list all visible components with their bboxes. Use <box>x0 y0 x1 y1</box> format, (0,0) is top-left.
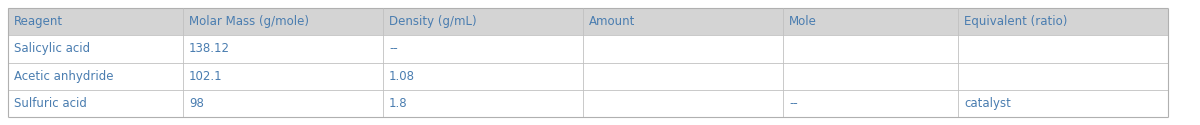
Text: 1.8: 1.8 <box>389 97 408 110</box>
Text: --: -- <box>389 42 397 55</box>
Text: Mole: Mole <box>790 15 817 28</box>
Text: 1.08: 1.08 <box>389 70 415 83</box>
Text: Sulfuric acid: Sulfuric acid <box>14 97 86 110</box>
Text: --: -- <box>790 97 798 110</box>
Text: Density (g/mL): Density (g/mL) <box>389 15 476 28</box>
Text: catalyst: catalyst <box>964 97 1010 110</box>
Text: Equivalent (ratio): Equivalent (ratio) <box>964 15 1067 28</box>
Text: Amount: Amount <box>589 15 635 28</box>
Text: 102.1: 102.1 <box>190 70 223 83</box>
Bar <box>8 35 1168 62</box>
Text: Molar Mass (g/mole): Molar Mass (g/mole) <box>190 15 310 28</box>
Text: 98: 98 <box>190 97 204 110</box>
Text: Reagent: Reagent <box>14 15 64 28</box>
Text: Acetic anhydride: Acetic anhydride <box>14 70 114 83</box>
Text: 138.12: 138.12 <box>190 42 230 55</box>
Bar <box>8 8 1168 35</box>
Text: Salicylic acid: Salicylic acid <box>14 42 90 55</box>
Bar <box>8 90 1168 117</box>
Bar <box>8 62 1168 90</box>
